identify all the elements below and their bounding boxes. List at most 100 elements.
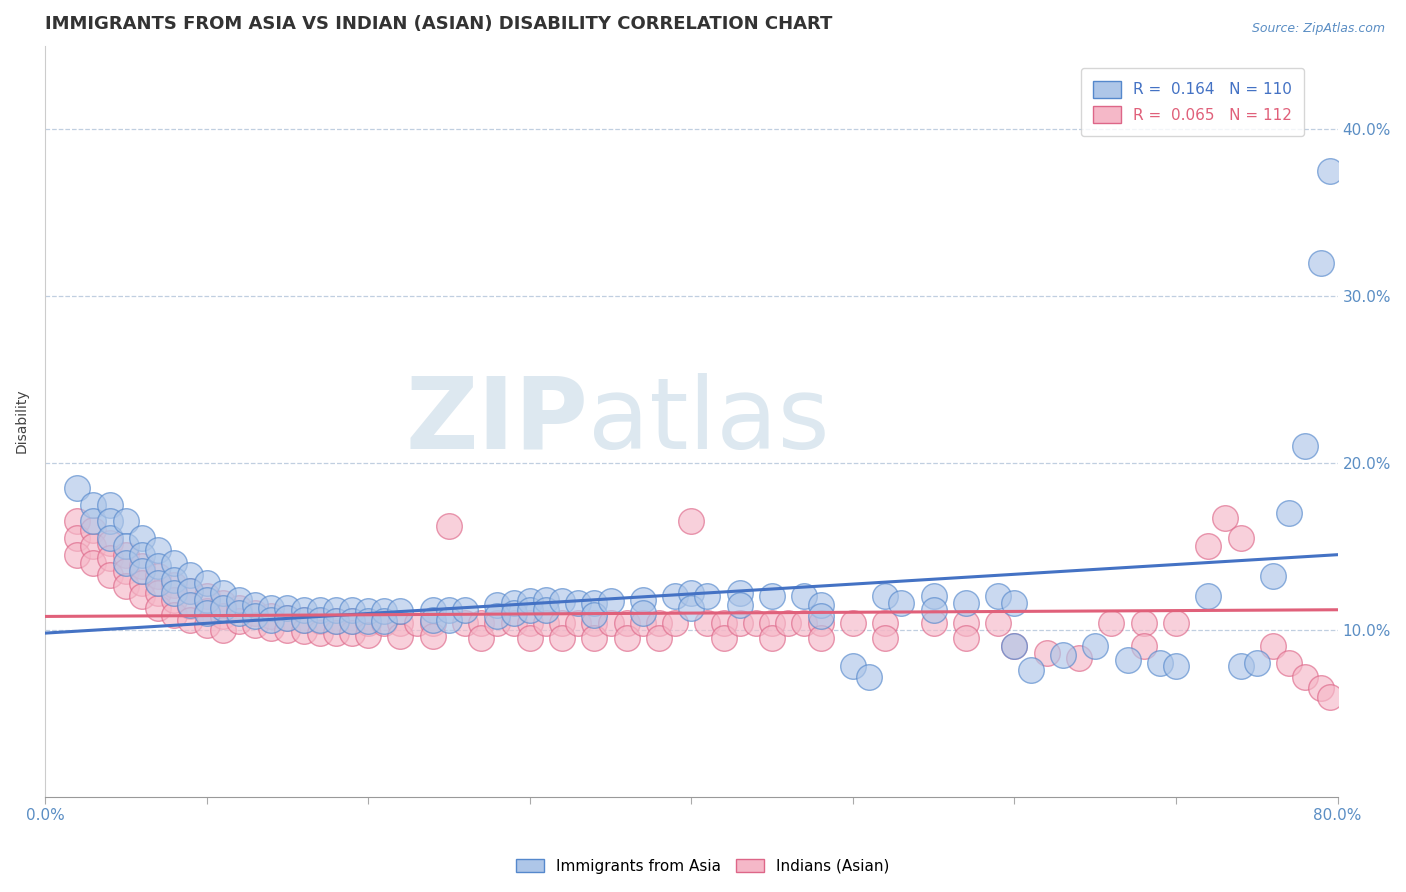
- Point: [276, 601, 298, 615]
- Point: [810, 631, 832, 645]
- Point: [179, 599, 201, 614]
- Point: [1197, 590, 1219, 604]
- Point: [648, 631, 671, 645]
- Point: [131, 548, 153, 562]
- Point: [405, 616, 427, 631]
- Point: [195, 590, 218, 604]
- Point: [211, 596, 233, 610]
- Point: [454, 616, 477, 631]
- Point: [163, 586, 186, 600]
- Point: [1261, 569, 1284, 583]
- Point: [1261, 640, 1284, 654]
- Point: [163, 578, 186, 592]
- Point: [357, 616, 380, 631]
- Point: [1294, 439, 1316, 453]
- Point: [325, 615, 347, 629]
- Point: [146, 542, 169, 557]
- Point: [82, 539, 104, 553]
- Point: [82, 498, 104, 512]
- Point: [422, 616, 444, 631]
- Point: [1164, 659, 1187, 673]
- Text: Source: ZipAtlas.com: Source: ZipAtlas.com: [1251, 22, 1385, 36]
- Point: [1310, 255, 1333, 269]
- Point: [98, 531, 121, 545]
- Point: [308, 603, 330, 617]
- Point: [308, 626, 330, 640]
- Point: [195, 576, 218, 591]
- Point: [1294, 669, 1316, 683]
- Point: [1132, 640, 1154, 654]
- Point: [875, 616, 897, 631]
- Point: [292, 613, 315, 627]
- Point: [567, 596, 589, 610]
- Point: [761, 616, 783, 631]
- Legend: R =  0.164   N = 110, R =  0.065   N = 112: R = 0.164 N = 110, R = 0.065 N = 112: [1081, 69, 1305, 136]
- Point: [114, 548, 136, 562]
- Point: [1004, 596, 1026, 610]
- Point: [534, 616, 557, 631]
- Point: [98, 498, 121, 512]
- Point: [82, 556, 104, 570]
- Point: [486, 609, 509, 624]
- Point: [211, 623, 233, 637]
- Point: [955, 631, 977, 645]
- Point: [195, 592, 218, 607]
- Point: [1116, 653, 1139, 667]
- Point: [114, 556, 136, 570]
- Point: [373, 615, 395, 629]
- Text: ZIP: ZIP: [405, 373, 588, 470]
- Point: [583, 607, 606, 622]
- Point: [1197, 539, 1219, 553]
- Text: atlas: atlas: [588, 373, 830, 470]
- Point: [583, 631, 606, 645]
- Point: [583, 596, 606, 610]
- Point: [1229, 531, 1251, 545]
- Point: [340, 626, 363, 640]
- Point: [66, 481, 89, 495]
- Point: [146, 569, 169, 583]
- Point: [1069, 651, 1091, 665]
- Point: [389, 604, 412, 618]
- Point: [98, 551, 121, 566]
- Point: [519, 603, 541, 617]
- Point: [146, 559, 169, 574]
- Point: [260, 609, 283, 624]
- Point: [616, 631, 638, 645]
- Point: [357, 628, 380, 642]
- Point: [437, 613, 460, 627]
- Point: [778, 616, 800, 631]
- Point: [551, 631, 574, 645]
- Point: [357, 615, 380, 629]
- Point: [114, 514, 136, 528]
- Point: [1213, 511, 1236, 525]
- Point: [98, 514, 121, 528]
- Point: [858, 669, 880, 683]
- Point: [292, 603, 315, 617]
- Point: [243, 617, 266, 632]
- Point: [260, 621, 283, 635]
- Point: [631, 606, 654, 620]
- Point: [211, 609, 233, 624]
- Point: [583, 616, 606, 631]
- Point: [1319, 690, 1341, 704]
- Point: [1278, 656, 1301, 670]
- Point: [82, 523, 104, 537]
- Point: [373, 616, 395, 631]
- Point: [875, 631, 897, 645]
- Point: [146, 576, 169, 591]
- Point: [664, 616, 686, 631]
- Point: [276, 611, 298, 625]
- Point: [519, 616, 541, 631]
- Point: [195, 617, 218, 632]
- Point: [179, 598, 201, 612]
- Point: [713, 616, 735, 631]
- Point: [146, 601, 169, 615]
- Point: [243, 598, 266, 612]
- Point: [631, 616, 654, 631]
- Point: [66, 548, 89, 562]
- Point: [179, 584, 201, 599]
- Y-axis label: Disability: Disability: [15, 389, 30, 453]
- Point: [1319, 164, 1341, 178]
- Point: [66, 531, 89, 545]
- Point: [890, 596, 912, 610]
